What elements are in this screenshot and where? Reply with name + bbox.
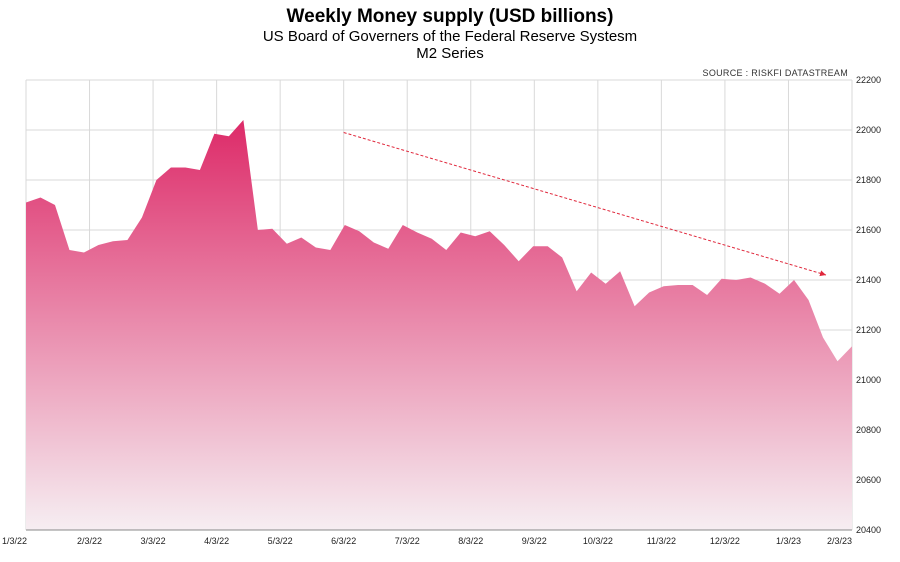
data-point <box>735 279 737 281</box>
data-point <box>677 284 679 286</box>
data-point <box>808 299 810 301</box>
data-point <box>156 179 158 181</box>
data-point <box>706 294 708 296</box>
data-point <box>460 232 462 234</box>
data-point <box>416 232 418 234</box>
y-tick-label: 21400 <box>856 275 881 285</box>
data-point <box>692 284 694 286</box>
data-point <box>387 248 389 250</box>
data-point <box>619 270 621 272</box>
x-tick-label: 9/3/22 <box>522 536 547 546</box>
y-tick-label: 21200 <box>856 325 881 335</box>
chart-subtitle: US Board of Governers of the Federal Res… <box>262 28 638 45</box>
data-point <box>199 169 201 171</box>
data-point <box>330 249 332 251</box>
x-tick-label: 12/3/22 <box>710 536 740 546</box>
data-point <box>243 119 245 121</box>
data-point <box>301 237 303 239</box>
data-point <box>431 238 433 240</box>
x-tick-label: 10/3/22 <box>583 536 613 546</box>
data-point <box>547 245 549 247</box>
data-point <box>40 197 42 199</box>
data-point <box>98 244 100 246</box>
x-tick-label: 11/3/22 <box>647 536 676 546</box>
x-tick-label: 7/3/22 <box>395 536 420 546</box>
data-point <box>605 283 607 285</box>
data-point <box>561 257 563 259</box>
series-area-fill <box>26 120 852 530</box>
data-point <box>663 285 665 287</box>
data-point <box>474 235 476 237</box>
data-point <box>315 247 317 249</box>
annotations <box>343 132 827 277</box>
x-tick-label: 1/3/22 <box>2 536 27 546</box>
data-point <box>228 135 230 137</box>
data-point <box>359 230 361 232</box>
trend-arrow <box>343 132 827 277</box>
data-point <box>402 224 404 226</box>
x-tick-label: 3/3/22 <box>141 536 166 546</box>
x-tick-label: 6/3/22 <box>331 536 356 546</box>
data-point <box>764 283 766 285</box>
chart-series-label: M2 Series <box>416 45 484 62</box>
data-point <box>373 242 375 244</box>
x-tick-label: 4/3/22 <box>204 536 229 546</box>
data-point <box>837 360 839 362</box>
data-point <box>518 260 520 262</box>
data-point <box>127 239 129 241</box>
data-point <box>503 244 505 246</box>
data-point <box>257 229 259 231</box>
data-point <box>779 293 781 295</box>
y-tick-label: 20400 <box>856 525 881 535</box>
data-point <box>721 278 723 280</box>
data-point <box>344 224 346 226</box>
source-label: SOURCE : RISKFI DATASTREAM <box>702 68 848 78</box>
x-tick-label: 1/3/23 <box>776 536 801 546</box>
data-point <box>272 228 274 230</box>
data-point <box>489 230 491 232</box>
data-point <box>576 290 578 292</box>
data-point <box>822 337 824 339</box>
x-tick-label: 2/3/22 <box>77 536 102 546</box>
data-point <box>532 245 534 247</box>
data-point <box>69 249 71 251</box>
data-point <box>54 204 56 206</box>
data-point <box>112 240 114 242</box>
data-point <box>25 202 27 204</box>
data-point <box>851 345 853 347</box>
x-tick-label: 5/3/22 <box>268 536 293 546</box>
y-tick-label: 21800 <box>856 175 881 185</box>
data-point <box>634 305 636 307</box>
data-point <box>648 292 650 294</box>
x-tick-label: 8/3/22 <box>458 536 483 546</box>
data-point <box>590 272 592 274</box>
y-tick-label: 20800 <box>856 425 881 435</box>
chart-title: Weekly Money supply (USD billions) <box>286 6 614 27</box>
data-point <box>793 279 795 281</box>
data-point <box>83 252 85 254</box>
data-point <box>750 277 752 279</box>
y-tick-label: 22000 <box>856 125 881 135</box>
y-tick-label: 21000 <box>856 375 881 385</box>
data-point <box>185 167 187 169</box>
y-tick-label: 21600 <box>856 225 881 235</box>
y-tick-label: 20600 <box>856 475 881 485</box>
x-tick-label: 2/3/23 <box>827 536 852 546</box>
y-tick-label: 22200 <box>856 75 881 85</box>
series-area <box>25 119 853 530</box>
data-point <box>170 167 172 169</box>
data-point <box>141 217 143 219</box>
axes: 20400 20600 20800 21000 21200 21400 21600 21800… <box>2 75 881 546</box>
data-point <box>286 243 288 245</box>
data-point <box>445 249 447 251</box>
data-point <box>214 133 216 135</box>
